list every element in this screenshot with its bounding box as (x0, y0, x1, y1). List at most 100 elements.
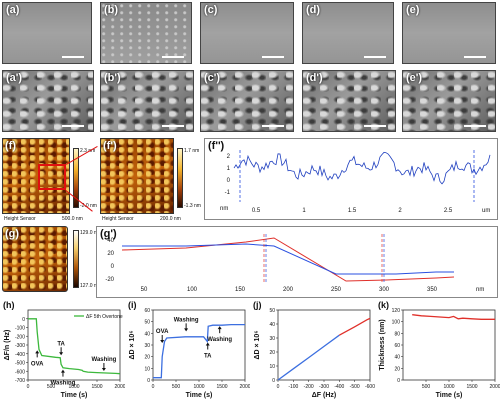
annotation-arrowhead (184, 328, 189, 332)
label-b: (b) (104, 4, 119, 16)
annotation-label: Washing (174, 317, 199, 323)
x-tick-label: 1500 (466, 384, 477, 390)
annotation-arrowhead (35, 350, 40, 354)
y-tick-label: 60 (394, 343, 400, 349)
x-axis-label: Time (s) (436, 392, 463, 399)
annotation-label: Washing (92, 357, 117, 363)
g-profile-line-blue (122, 243, 454, 275)
x-tick-label: 500 (47, 384, 56, 390)
panel-label: (h) (3, 300, 15, 310)
label-e-prime: (e') (406, 72, 423, 84)
g-profile-xtick: 150 (235, 287, 246, 293)
label-c-prime: (c') (204, 72, 221, 84)
y-tick-label: 50 (144, 320, 150, 326)
g-profile-xtick: 50 (141, 287, 148, 293)
series-line (412, 314, 495, 320)
scale-bar-a (62, 56, 84, 58)
chart-i: 0 10 20 30 40 50 60 0 500 1000 1500 2000 Time (s) ΔD … (128, 300, 250, 399)
afm-image-f-prime (100, 138, 174, 214)
y-tick-label: 0 (272, 378, 275, 384)
f-length-label: 500.0 nm (62, 216, 83, 222)
fp-length-label: 200.0 nm (160, 216, 181, 222)
f-profile-ytick: 0 (227, 178, 231, 184)
colorbar-fp-max: 1.7 nm (184, 148, 200, 154)
x-tick-label: 1000 (68, 384, 79, 390)
g-profile-xtick: 350 (427, 287, 438, 293)
x-tick-label: -100 (288, 384, 298, 390)
y-tick-label: 120 (392, 308, 401, 314)
label-c: (c) (204, 4, 218, 16)
x-tick-label: 500 (422, 384, 431, 390)
annotation-arrowhead (101, 368, 106, 371)
f-profile-x-unit: um (482, 208, 490, 214)
panel-label: (k) (378, 300, 389, 310)
y-tick-label: -700 (15, 378, 25, 384)
label-b-prime: (b') (104, 72, 121, 84)
x-tick-label: -600 (365, 384, 375, 390)
f-profile-xtick: 0.5 (252, 208, 261, 214)
colorbar-fp-min: -1.3 nm (184, 203, 201, 209)
y-tick-label: -200 (15, 334, 25, 340)
x-tick-label: 0 (27, 384, 30, 390)
x-tick-label: -400 (334, 384, 344, 390)
colorbar-f-prime (177, 148, 183, 208)
x-tick-label: 1000 (443, 384, 454, 390)
annotation-label: OVA (156, 329, 169, 335)
x-tick-label: 0 (277, 384, 280, 390)
colorbar-f (73, 148, 79, 208)
y-tick-label: 30 (144, 343, 150, 349)
g-profile-ytick: 0 (111, 264, 115, 270)
sem-image-b-prime (100, 70, 194, 132)
scale-bar-c (262, 56, 284, 58)
label-f: (f) (5, 140, 16, 152)
x-tick-label: -500 (350, 384, 360, 390)
y-tick-label: 40 (144, 331, 150, 337)
afm-image-f (2, 138, 70, 214)
annotation-label: TA (57, 341, 65, 347)
y-tick-label: 0 (22, 317, 25, 323)
scale-bar-d-prime (364, 125, 386, 127)
x-axis-label: Time (s) (61, 392, 88, 399)
g-profile-x-unit: nm (476, 287, 484, 293)
x-axis-label: ΔF (Hz) (312, 392, 336, 399)
f-profile-xtick: 2.5 (444, 208, 453, 214)
y-tick-label: 80 (394, 331, 400, 337)
annotation-label: Washing (51, 381, 76, 387)
f-profile-xtick: 1.5 (348, 208, 357, 214)
y-tick-label: 10 (144, 366, 150, 372)
g-profile-ytick: 40 (107, 238, 114, 244)
label-d: (d) (306, 4, 321, 16)
y-tick-label: 30 (269, 336, 275, 342)
scale-bar-e (464, 56, 486, 58)
afm-image-g (2, 226, 68, 292)
g-profile-xtick: 250 (331, 287, 342, 293)
sem-image-e (402, 2, 496, 64)
series-line (28, 318, 121, 375)
annotation-label: Washing (207, 337, 232, 343)
series-line (277, 334, 340, 381)
annotation-arrowhead (59, 352, 64, 356)
y-axis-label: ΔD × 10⁶ (254, 330, 261, 359)
sem-image-d-prime (302, 70, 396, 132)
annotation-label: TA (204, 354, 212, 360)
sem-image-c (200, 2, 294, 64)
g-profile-xtick: 200 (283, 287, 294, 293)
sem-image-a (2, 2, 92, 64)
f-profile-ytick: -1 (225, 190, 231, 196)
sem-image-d (302, 2, 394, 64)
annotation-arrowhead (217, 326, 222, 330)
series-line (338, 317, 371, 336)
fp-sensor-label: Height Sensor (102, 216, 134, 222)
y-tick-label: 40 (269, 322, 275, 328)
series-line (153, 323, 245, 379)
g-profile-ytick: 20 (107, 251, 114, 257)
sem-image-b (100, 2, 192, 64)
scale-bar-b-prime (162, 125, 184, 127)
g-profile-line-red (121, 237, 455, 282)
f-sensor-label: Height Sensor (4, 216, 36, 222)
f-profile-plot: 2 1 0 -1 nm 0.5 1 1.5 2 2.5 um (220, 150, 491, 214)
annotation-arrowhead (205, 342, 210, 346)
colorbar-g (73, 230, 79, 288)
label-d-prime: (d') (306, 72, 323, 84)
